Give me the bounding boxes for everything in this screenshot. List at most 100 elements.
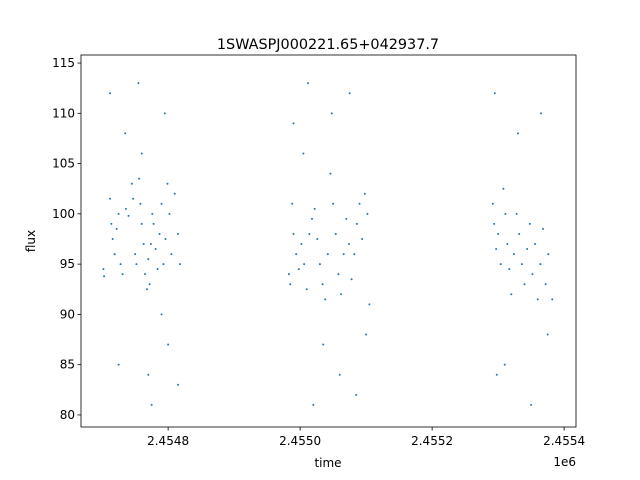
point <box>115 227 118 230</box>
point <box>138 177 141 180</box>
point <box>302 152 305 155</box>
point <box>547 253 550 256</box>
point <box>531 273 534 276</box>
x-offset-label: 1e6 <box>553 455 576 469</box>
point <box>102 268 105 271</box>
x-tick-label: 2.4552 <box>411 434 453 448</box>
y-tick-label: 110 <box>52 106 75 120</box>
point <box>493 222 496 225</box>
point <box>160 202 163 205</box>
point <box>332 202 335 205</box>
point <box>512 253 515 256</box>
point <box>289 283 292 286</box>
point <box>124 207 127 210</box>
point <box>164 237 167 240</box>
point <box>103 275 106 278</box>
point <box>518 232 521 235</box>
point <box>338 373 341 376</box>
point <box>144 273 147 276</box>
point <box>130 182 133 185</box>
point <box>109 197 112 200</box>
point <box>292 232 295 235</box>
point <box>542 227 544 230</box>
point <box>361 237 364 240</box>
point <box>347 243 350 246</box>
point <box>520 263 523 266</box>
chart-title: 1SWASPJ000221.65+042937.7 <box>217 37 439 53</box>
point <box>366 212 369 215</box>
point <box>140 222 143 225</box>
point <box>342 253 345 256</box>
point <box>345 217 348 220</box>
y-axis-label: flux <box>24 230 38 252</box>
plot-frame <box>80 54 577 428</box>
point <box>179 263 181 266</box>
point <box>147 258 150 261</box>
point <box>324 298 327 301</box>
point <box>365 333 368 336</box>
point <box>147 373 150 376</box>
point <box>142 243 145 246</box>
point <box>160 313 163 316</box>
point <box>150 403 153 406</box>
point <box>139 202 142 205</box>
point <box>551 298 554 301</box>
point <box>322 343 325 346</box>
point <box>348 92 351 95</box>
point <box>303 263 306 266</box>
point <box>287 273 290 276</box>
point <box>536 298 539 301</box>
y-tick-label: 90 <box>60 307 75 321</box>
point <box>113 253 116 256</box>
point <box>163 112 166 115</box>
point <box>546 333 549 336</box>
point <box>297 268 300 271</box>
point <box>311 217 313 220</box>
y-tick-label: 100 <box>52 207 75 221</box>
point <box>510 293 513 296</box>
point <box>350 278 353 281</box>
point <box>110 222 113 225</box>
point <box>321 283 324 286</box>
point <box>291 202 294 205</box>
point <box>340 293 343 296</box>
point <box>162 263 165 266</box>
point <box>313 207 316 210</box>
point <box>170 253 173 256</box>
point <box>504 212 507 215</box>
point <box>534 243 537 246</box>
point <box>295 253 298 256</box>
point <box>526 248 529 251</box>
point <box>119 263 122 266</box>
point <box>540 112 543 115</box>
point <box>539 263 542 266</box>
point <box>158 232 161 235</box>
point <box>132 197 135 200</box>
point <box>355 222 358 225</box>
point <box>292 122 295 125</box>
point <box>166 182 169 185</box>
point <box>508 268 511 271</box>
point <box>307 82 310 85</box>
y-tick-label: 85 <box>60 358 75 372</box>
x-tick-label: 2.4550 <box>279 434 321 448</box>
point <box>111 237 114 240</box>
point <box>156 268 159 271</box>
y-tick-label: 115 <box>52 56 75 70</box>
point <box>168 212 171 215</box>
x-tick-label: 2.4554 <box>543 434 585 448</box>
point <box>491 202 494 205</box>
point <box>355 393 358 396</box>
point <box>506 243 509 246</box>
point <box>358 202 361 205</box>
point <box>300 243 303 246</box>
point <box>334 232 337 235</box>
point <box>109 92 112 95</box>
point <box>497 232 500 235</box>
point <box>544 283 547 286</box>
y-tick-label: 80 <box>60 408 75 422</box>
point <box>516 132 519 135</box>
point <box>137 82 140 85</box>
